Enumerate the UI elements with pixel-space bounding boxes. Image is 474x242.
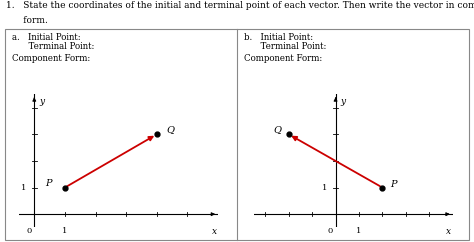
Text: Component Form:: Component Form: <box>244 54 322 63</box>
Text: y: y <box>39 97 45 106</box>
Text: 0: 0 <box>328 227 333 235</box>
Text: 1: 1 <box>322 183 328 192</box>
Text: Terminal Point:: Terminal Point: <box>12 42 94 51</box>
Text: P: P <box>45 179 51 188</box>
Text: Terminal Point:: Terminal Point: <box>244 42 327 51</box>
Bar <box>5 29 469 240</box>
Text: form.: form. <box>6 16 47 25</box>
Text: b.   Initial Point:: b. Initial Point: <box>244 33 313 42</box>
Text: 1: 1 <box>21 183 27 192</box>
Text: 0: 0 <box>26 227 31 235</box>
Text: Q: Q <box>166 125 174 134</box>
Text: Component Form:: Component Form: <box>12 54 90 63</box>
Text: a.   Initial Point:: a. Initial Point: <box>12 33 81 42</box>
Text: x: x <box>446 227 451 236</box>
Text: x: x <box>211 227 217 236</box>
Text: P: P <box>390 180 396 189</box>
Text: y: y <box>340 97 346 106</box>
Text: Q: Q <box>273 125 281 134</box>
Text: 1: 1 <box>62 227 68 235</box>
Text: 1: 1 <box>356 227 362 235</box>
Text: 1.   State the coordinates of the initial and terminal point of each vector. The: 1. State the coordinates of the initial … <box>6 1 474 10</box>
